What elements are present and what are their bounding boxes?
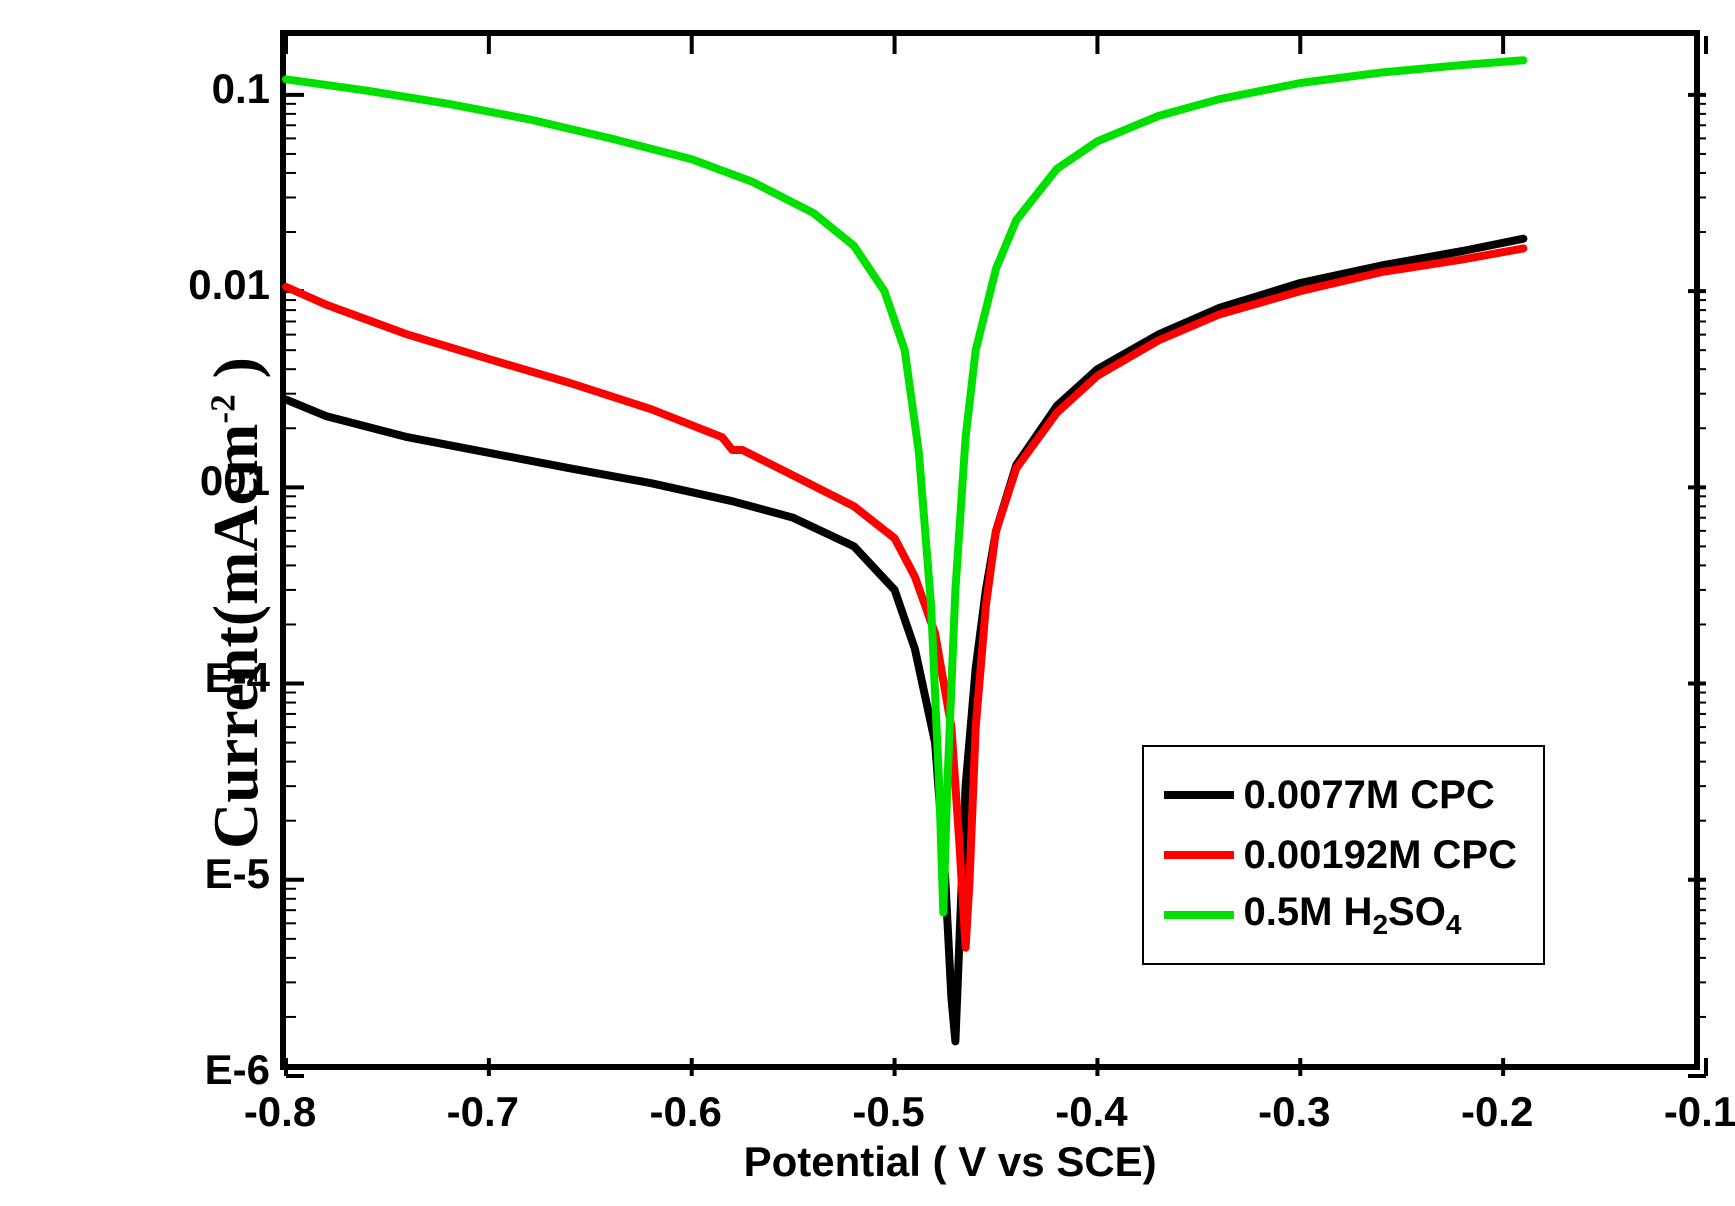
y-tick-label: 0.01 — [188, 261, 270, 309]
y-tick-label: 001 — [200, 457, 270, 505]
y-axis-label: Current(mAcm-2 ) — [199, 357, 273, 849]
legend-item: 0.5M H2SO4 — [1164, 885, 1517, 945]
legend-swatch — [1164, 911, 1234, 919]
legend-swatch — [1164, 791, 1234, 799]
x-tick-label: -0.5 — [852, 1088, 924, 1136]
x-tick-label: -0.6 — [650, 1088, 722, 1136]
legend-label: 0.00192M CPC — [1244, 833, 1517, 878]
legend-swatch — [1164, 851, 1234, 859]
y-tick-label: E-5 — [205, 850, 270, 898]
legend-item: 0.00192M CPC — [1164, 825, 1517, 885]
legend: 0.0077M CPC 0.00192M CPC 0.5M H2SO4 — [1142, 745, 1545, 965]
x-tick-label: -0.8 — [244, 1088, 316, 1136]
x-tick-label: -0.2 — [1461, 1088, 1533, 1136]
y-tick-label: E-6 — [205, 1046, 270, 1094]
x-tick-label: -0.1 — [1664, 1088, 1735, 1136]
x-tick-label: -0.7 — [447, 1088, 519, 1136]
y-tick-label: E-4 — [205, 654, 270, 702]
legend-label: 0.5M H2SO4 — [1244, 890, 1462, 941]
x-axis-label: Potential ( V vs SCE) — [744, 1138, 1157, 1186]
y-tick-label: 0.1 — [212, 65, 270, 113]
x-tick-label: -0.3 — [1258, 1088, 1330, 1136]
tafel-plot-figure: Current(mAcm-2 ) Potential ( V vs SCE) 0… — [0, 0, 1735, 1206]
x-tick-label: -0.4 — [1055, 1088, 1127, 1136]
legend-item: 0.0077M CPC — [1164, 765, 1517, 825]
legend-label: 0.0077M CPC — [1244, 773, 1495, 818]
